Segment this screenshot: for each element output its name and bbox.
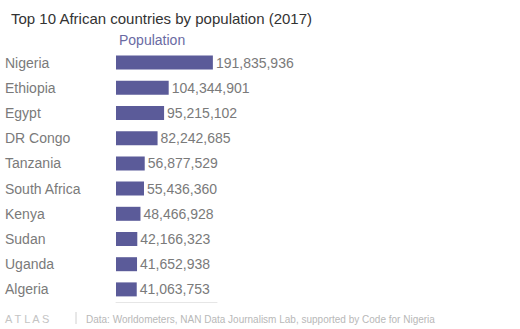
svg-text:Ethiopia: Ethiopia — [5, 80, 56, 96]
svg-text:191,835,936: 191,835,936 — [216, 55, 294, 71]
svg-text:Kenya: Kenya — [5, 206, 45, 222]
svg-text:42,166,323: 42,166,323 — [140, 231, 210, 247]
svg-text:Population: Population — [119, 32, 185, 48]
svg-text:56,877,529: 56,877,529 — [148, 155, 218, 171]
svg-text:Nigeria: Nigeria — [5, 55, 50, 71]
svg-text:82,242,685: 82,242,685 — [161, 130, 231, 146]
svg-text:Sudan: Sudan — [5, 231, 45, 247]
svg-text:48,466,928: 48,466,928 — [143, 206, 213, 222]
svg-text:Algeria: Algeria — [5, 281, 49, 297]
svg-text:41,652,938: 41,652,938 — [140, 256, 210, 272]
svg-text:55,436,360: 55,436,360 — [147, 181, 217, 197]
svg-text:104,344,901: 104,344,901 — [172, 80, 250, 96]
svg-text:Data: Worldometers, NAN Data J: Data: Worldometers, NAN Data Journalism … — [86, 314, 435, 325]
svg-text:Top 10 African countries by po: Top 10 African countries by population (… — [11, 10, 312, 27]
svg-text:South Africa: South Africa — [5, 181, 81, 197]
svg-text:95,215,102: 95,215,102 — [167, 105, 237, 121]
svg-text:A T L A S: A T L A S — [5, 313, 49, 325]
svg-text:Tanzania: Tanzania — [5, 155, 61, 171]
svg-text:Uganda: Uganda — [5, 256, 54, 272]
svg-text:Egypt: Egypt — [5, 105, 41, 121]
svg-text:41,063,753: 41,063,753 — [140, 281, 210, 297]
svg-text:DR Congo: DR Congo — [5, 130, 71, 146]
